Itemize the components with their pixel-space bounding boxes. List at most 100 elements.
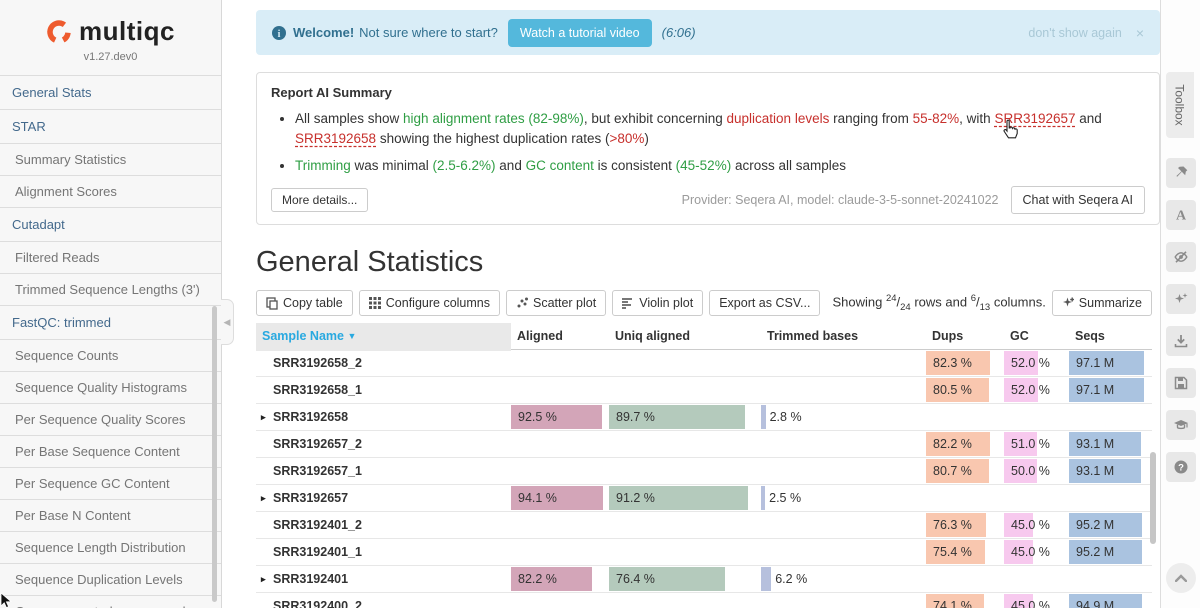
summarize-button[interactable]: Summarize bbox=[1051, 290, 1152, 316]
ai-summary-text: 55-82% bbox=[912, 111, 960, 126]
column-header-dups[interactable]: Dups bbox=[932, 329, 964, 343]
sample-name[interactable]: SRR3192658_1 bbox=[273, 383, 362, 397]
column-header-aligned[interactable]: Aligned bbox=[517, 329, 563, 343]
table-cell bbox=[609, 593, 761, 608]
tutorials-button[interactable] bbox=[1166, 410, 1196, 440]
expand-row-icon[interactable]: ▸ bbox=[261, 493, 266, 503]
table-cell: 2.5 % bbox=[761, 485, 926, 511]
value-label: 82.3 % bbox=[933, 356, 972, 370]
value-bar bbox=[926, 594, 984, 608]
expand-row-icon[interactable]: ▸ bbox=[261, 412, 266, 422]
copy-table-button[interactable]: Copy table bbox=[256, 290, 353, 316]
help-button[interactable]: ? bbox=[1166, 452, 1196, 482]
more-details-button[interactable]: More details... bbox=[271, 188, 369, 212]
value-bar bbox=[1004, 513, 1034, 537]
table-row: SRR3192401_1 75.4 % 45.0 % 95.2 M bbox=[256, 539, 1152, 566]
column-header-seqs[interactable]: Seqs bbox=[1075, 329, 1105, 343]
value-label: 76.4 % bbox=[616, 572, 655, 586]
table-row: SRR3192657_2 82.2 % 51.0 % 93.1 M bbox=[256, 431, 1152, 458]
sidebar-item-sequence-quality-histograms[interactable]: Sequence Quality Histograms bbox=[0, 372, 221, 404]
sidebar-item-cutadapt[interactable]: Cutadapt bbox=[0, 208, 221, 242]
scatter-plot-button[interactable]: Scatter plot bbox=[505, 290, 607, 316]
column-header-gc[interactable]: GC bbox=[1010, 329, 1029, 343]
sample-name[interactable]: SRR3192658_2 bbox=[273, 356, 362, 370]
dont-show-again-link[interactable]: don't show again bbox=[1028, 25, 1122, 40]
sample-name[interactable]: SRR3192401_1 bbox=[273, 545, 362, 559]
table-cell bbox=[511, 593, 609, 608]
sidebar-item-filtered-reads[interactable]: Filtered Reads bbox=[0, 242, 221, 274]
ai-summary-footer: More details... Provider: Seqera AI, mod… bbox=[271, 186, 1145, 214]
ai-sparkles-button[interactable] bbox=[1166, 284, 1196, 314]
value-label: 76.3 % bbox=[933, 518, 972, 532]
save-settings-icon bbox=[1174, 376, 1188, 390]
table-scrollbar[interactable] bbox=[1150, 452, 1156, 544]
column-header-trimmed-bases[interactable]: Trimmed bases bbox=[767, 329, 859, 343]
value-bar bbox=[761, 486, 766, 510]
value-bar bbox=[511, 567, 592, 591]
sidebar-item-general-stats[interactable]: General Stats bbox=[0, 76, 221, 110]
value-label: 52.0 % bbox=[1011, 356, 1050, 370]
sidebar-scrollbar[interactable] bbox=[212, 306, 217, 602]
ai-summary-text: ) bbox=[644, 131, 649, 146]
toolbox-tab[interactable]: Toolbox bbox=[1166, 72, 1194, 138]
sidebar-collapse-handle[interactable]: ◀ bbox=[221, 299, 234, 345]
value-bar bbox=[926, 513, 986, 537]
sample-name[interactable]: SRR3192658 bbox=[273, 410, 349, 424]
value-bar bbox=[1069, 432, 1141, 456]
table-cell bbox=[609, 512, 761, 538]
value-label: 95.2 M bbox=[1076, 518, 1115, 532]
watch-tutorial-button[interactable]: Watch a tutorial video bbox=[507, 18, 652, 47]
configure-columns-button[interactable]: Configure columns bbox=[358, 290, 500, 316]
sample-name[interactable]: SRR3192401 bbox=[273, 572, 349, 586]
sidebar-item-sequence-counts[interactable]: Sequence Counts bbox=[0, 340, 221, 372]
value-bar bbox=[926, 432, 991, 456]
close-icon[interactable]: × bbox=[1135, 24, 1144, 41]
sidebar-item-summary-statistics[interactable]: Summary Statistics bbox=[0, 144, 221, 176]
sidebar-item-per-base-n-content[interactable]: Per Base N Content bbox=[0, 500, 221, 532]
sample-name[interactable]: SRR3192657_1 bbox=[273, 464, 362, 478]
column-header-sample-name[interactable]: Sample Name ▼ bbox=[256, 323, 511, 351]
scroll-to-top-button[interactable] bbox=[1166, 563, 1196, 593]
sample-link[interactable]: SRR3192658 bbox=[295, 131, 377, 146]
export-button[interactable] bbox=[1166, 326, 1196, 356]
sample-link[interactable]: SRR3192657 bbox=[994, 111, 1076, 126]
tutorials-icon bbox=[1174, 420, 1188, 430]
sidebar-item-fastqc-trimmed[interactable]: FastQC: trimmed bbox=[0, 306, 221, 340]
table-cell: 82.2 % bbox=[926, 431, 1004, 457]
table-cell: 97.1 M bbox=[1069, 350, 1146, 376]
chat-with-seqera-button[interactable]: Chat with Seqera AI bbox=[1010, 186, 1145, 214]
sidebar-item-alignment-scores[interactable]: Alignment Scores bbox=[0, 176, 221, 208]
sidebar-item-per-sequence-gc-content[interactable]: Per Sequence GC Content bbox=[0, 468, 221, 500]
sample-name[interactable]: SRR3192401_2 bbox=[273, 518, 362, 532]
sample-name[interactable]: SRR3192400_2 bbox=[273, 599, 362, 608]
pin-button[interactable] bbox=[1166, 158, 1196, 188]
rename-samples-button[interactable]: A bbox=[1166, 200, 1196, 230]
table-cell bbox=[761, 539, 926, 565]
save-settings-button[interactable] bbox=[1166, 368, 1196, 398]
sidebar-item-sequence-length-distribution[interactable]: Sequence Length Distribution bbox=[0, 532, 221, 564]
expand-row-icon[interactable]: ▸ bbox=[261, 574, 266, 584]
ai-summary-text: All samples show bbox=[295, 111, 404, 126]
grid-icon bbox=[368, 297, 381, 309]
value-bar bbox=[1004, 432, 1038, 456]
sidebar-item-per-sequence-quality-scores[interactable]: Per Sequence Quality Scores bbox=[0, 404, 221, 436]
value-label: 94.1 % bbox=[518, 491, 557, 505]
sidebar-item-sequence-duplication-levels[interactable]: Sequence Duplication Levels bbox=[0, 564, 221, 596]
table-cell bbox=[511, 377, 609, 403]
hide-samples-button[interactable] bbox=[1166, 242, 1196, 272]
sidebar-item-trimmed-sequence-lengths-3-[interactable]: Trimmed Sequence Lengths (3') bbox=[0, 274, 221, 306]
sample-name[interactable]: SRR3192657 bbox=[273, 491, 349, 505]
svg-text:A: A bbox=[1176, 209, 1187, 224]
welcome-bold-text: Welcome! bbox=[293, 25, 355, 40]
column-header-uniq-aligned[interactable]: Uniq aligned bbox=[615, 329, 690, 343]
ai-summary-text: >80% bbox=[609, 131, 645, 146]
sidebar-item-star[interactable]: STAR bbox=[0, 110, 221, 144]
sample-name[interactable]: SRR3192657_2 bbox=[273, 437, 362, 451]
table-cell bbox=[1069, 485, 1146, 511]
table-cell: 51.0 % bbox=[1004, 431, 1069, 457]
export-csv-button[interactable]: Export as CSV... bbox=[709, 290, 821, 316]
sidebar-item-overrepresented-sequences-by-sample[interactable]: Overrepresented sequences by sample bbox=[0, 596, 221, 608]
sidebar-item-per-base-sequence-content[interactable]: Per Base Sequence Content bbox=[0, 436, 221, 468]
value-bar bbox=[1004, 351, 1038, 375]
violin-plot-button[interactable]: Violin plot bbox=[612, 290, 704, 316]
